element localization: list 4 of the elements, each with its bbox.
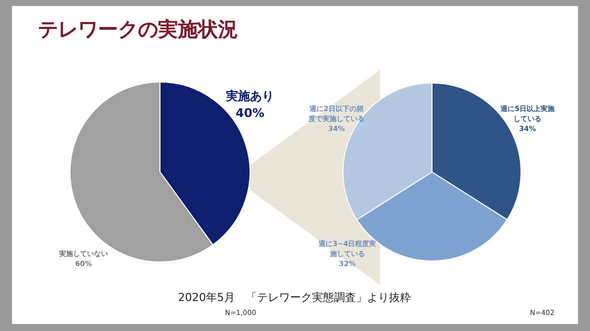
chart-title: テレワークの実施状況 [38, 16, 238, 43]
text: 2020年5月 「テレワーク実態調査」より抜粋 [178, 290, 411, 305]
slice-label: 実施あり [225, 88, 275, 104]
data-label: 40% [234, 104, 266, 122]
